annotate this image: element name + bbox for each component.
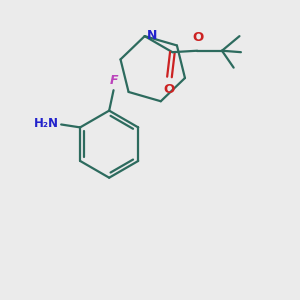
Text: H₂N: H₂N — [34, 117, 59, 130]
Text: N: N — [147, 29, 158, 42]
Text: O: O — [192, 31, 203, 44]
Text: F: F — [109, 74, 118, 87]
Text: O: O — [163, 83, 174, 96]
